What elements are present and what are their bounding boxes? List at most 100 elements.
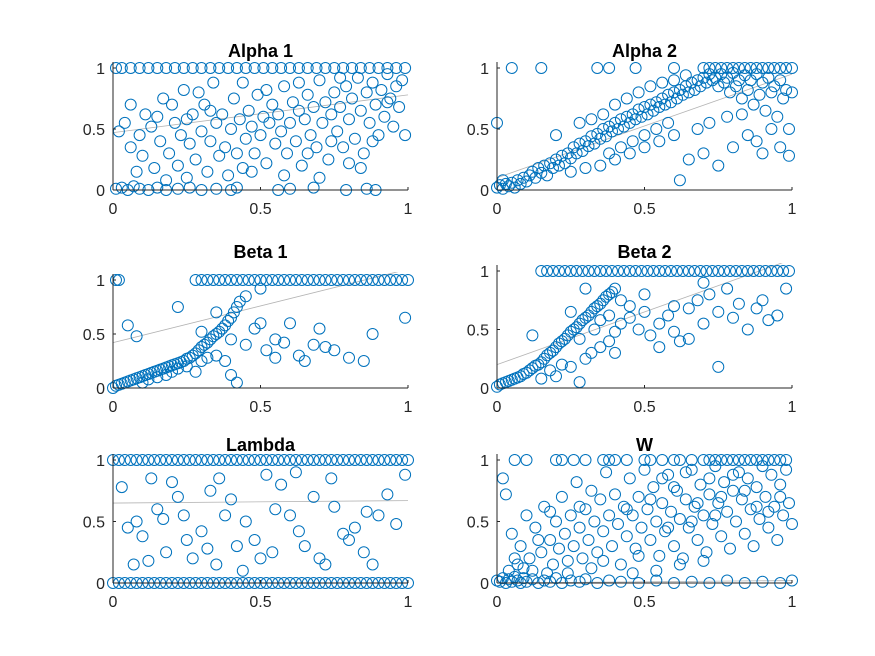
- scatter-point: [307, 490, 320, 503]
- scatter-point: [230, 376, 243, 389]
- scatter-point: [390, 62, 403, 74]
- scatter-point: [366, 454, 379, 466]
- scatter-point: [603, 62, 616, 74]
- scatter-point: [163, 147, 176, 160]
- scatter-point: [304, 129, 317, 142]
- scatter-point: [313, 74, 326, 87]
- subplot-1: 0 0.5 1 0 0.5 1 Alpha 1: [83, 41, 413, 218]
- scatter-point: [118, 116, 131, 129]
- scatter-point: [260, 84, 273, 96]
- scatter-point: [207, 454, 220, 466]
- scatter-point: [721, 454, 734, 466]
- scatter-point: [727, 62, 739, 74]
- scatter-point: [354, 62, 367, 74]
- scatter-point: [762, 71, 775, 84]
- scatter-point: [230, 274, 243, 286]
- scatter-point: [216, 322, 229, 335]
- scatter-point: [292, 104, 305, 117]
- scatter-point: [260, 274, 273, 286]
- scatter-point: [301, 62, 314, 74]
- scatter-point: [691, 74, 704, 87]
- scatter-point: [325, 108, 338, 121]
- scatter-point: [579, 503, 592, 516]
- scatter-point: [750, 302, 763, 315]
- scatter-point: [526, 564, 539, 577]
- y-tick-label: 0.5: [83, 515, 105, 532]
- scatter-point: [555, 490, 568, 503]
- scatter-point: [284, 317, 296, 330]
- scatter-point: [780, 282, 793, 295]
- scatter-point: [673, 558, 686, 571]
- x-tick-label: 0: [109, 201, 118, 218]
- scatter-point: [783, 123, 795, 135]
- scatter-point: [295, 274, 308, 286]
- scatter-point: [269, 333, 282, 346]
- scatter-point: [319, 558, 332, 571]
- scatter-point: [579, 282, 592, 295]
- scatter-point: [225, 454, 237, 466]
- scatter-point: [496, 472, 509, 485]
- scatter-point: [668, 129, 680, 142]
- scatter-point: [759, 490, 772, 503]
- scatter-point: [594, 159, 607, 172]
- scatter-point: [378, 274, 391, 286]
- scatter-point: [130, 454, 143, 466]
- scatter-point: [284, 182, 296, 195]
- scatter-point: [632, 323, 645, 336]
- scatter-point: [765, 468, 778, 481]
- scatter-point: [685, 575, 698, 588]
- scatter-point: [284, 116, 296, 129]
- scatter-point: [564, 265, 577, 277]
- scatter-point: [145, 472, 158, 485]
- scatter-point: [157, 513, 170, 525]
- scatter-point: [307, 101, 320, 113]
- scatter-point: [783, 149, 795, 162]
- scatter-point: [517, 171, 530, 184]
- scatter-point: [762, 62, 775, 74]
- scatter-point: [541, 169, 554, 182]
- x-tick-label: 0.5: [633, 399, 655, 416]
- scatter-point: [573, 376, 586, 389]
- scatter-point: [638, 305, 651, 318]
- scatter-point: [777, 509, 790, 522]
- y-tick-label: 0: [96, 576, 105, 593]
- scatter-point: [620, 110, 633, 123]
- scatter-point: [662, 309, 675, 322]
- scatter-point: [118, 454, 131, 466]
- scatter-point: [343, 113, 355, 126]
- scatter-point: [236, 76, 249, 89]
- scatter-point: [393, 101, 406, 113]
- scatter-point: [257, 110, 270, 123]
- scatter-point: [579, 162, 592, 174]
- scatter-point: [682, 302, 695, 315]
- scatter-point: [213, 149, 226, 162]
- scatter-point: [550, 370, 562, 383]
- scatter-point: [331, 274, 344, 286]
- scatter-point: [301, 454, 314, 466]
- scatter-point: [576, 265, 589, 277]
- scatter-point: [343, 274, 355, 286]
- scatter-point: [550, 454, 562, 466]
- scatter-point: [617, 265, 630, 277]
- scatter-point: [248, 454, 261, 466]
- scatter-point: [192, 86, 205, 99]
- scatter-point: [213, 472, 226, 485]
- scatter-point: [561, 567, 574, 580]
- scatter-point: [614, 294, 627, 307]
- scatter-point: [668, 86, 680, 99]
- scatter-point: [535, 356, 548, 369]
- scatter-point: [142, 373, 155, 386]
- y-tick-label: 0: [480, 576, 489, 593]
- scatter-point: [325, 274, 338, 286]
- scatter-point: [298, 113, 311, 126]
- scatter-point: [517, 572, 530, 585]
- scatter-point: [685, 463, 698, 476]
- scatter-point: [626, 509, 639, 522]
- scatter-point: [186, 552, 199, 565]
- scatter-point: [582, 534, 595, 546]
- scatter-point: [289, 466, 302, 479]
- scatter-point: [579, 311, 592, 324]
- scatter-point: [325, 472, 338, 485]
- scatter-point: [378, 110, 391, 123]
- scatter-point: [210, 306, 223, 319]
